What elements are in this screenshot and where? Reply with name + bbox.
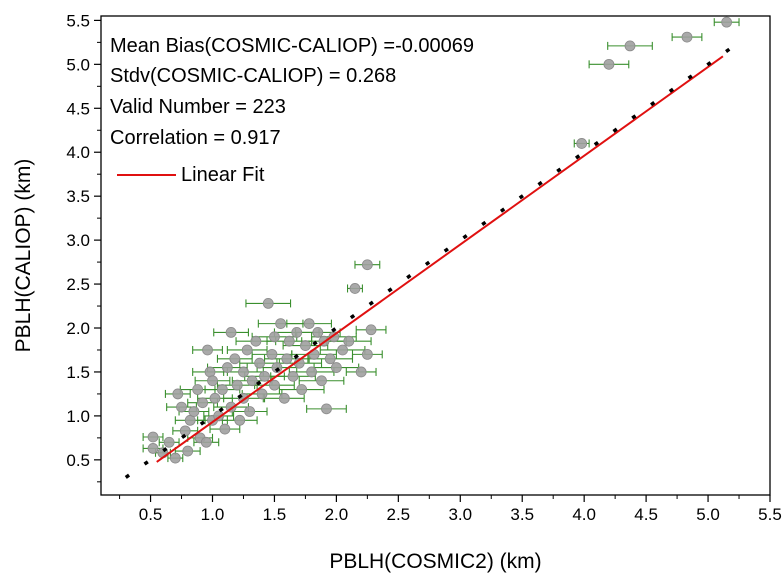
annotation-correlation: Correlation = 0.917 — [110, 127, 281, 149]
x-tick-label: 3.0 — [448, 505, 472, 524]
y-tick-label: 2.0 — [66, 319, 90, 338]
data-point — [321, 403, 332, 415]
data-point — [188, 406, 200, 417]
data-point — [179, 425, 191, 437]
x-tick-label: 0.5 — [139, 505, 163, 524]
data-point — [283, 335, 295, 347]
data-point — [221, 362, 233, 373]
y-tick-label: 1.0 — [66, 407, 90, 426]
y-tick-label: 1.5 — [66, 363, 90, 382]
data-point — [275, 318, 287, 330]
x-tick-label: 2.0 — [325, 505, 349, 524]
data-point — [681, 31, 693, 43]
data-point — [300, 340, 311, 351]
data-point — [234, 414, 246, 426]
x-tick-label: 3.5 — [510, 505, 534, 524]
data-point — [576, 138, 588, 149]
y-tick-label: 2.5 — [66, 275, 90, 294]
data-point — [316, 375, 327, 387]
y-tick-label: 3.0 — [66, 231, 90, 250]
x-tick-label: 1.5 — [263, 505, 287, 524]
data-point — [355, 366, 367, 378]
data-point — [172, 388, 184, 400]
data-point — [281, 353, 293, 365]
data-point — [287, 370, 299, 382]
data-point — [238, 366, 249, 378]
data-point — [209, 392, 221, 404]
data-point — [182, 445, 194, 457]
y-axis-ticks: 0.5 1.0 1.5 2.0 2.5 3.0 3.5 4.0 4.5 5.0 5.5 — [66, 11, 101, 483]
data-point — [266, 348, 278, 360]
data-point — [269, 331, 280, 343]
data-point — [361, 259, 373, 271]
data-point — [200, 436, 212, 448]
data-point — [296, 384, 308, 395]
data-point — [259, 370, 270, 382]
data-point — [147, 431, 159, 443]
data-point — [241, 344, 253, 356]
y-tick-label: 5.5 — [66, 11, 90, 30]
x-tick-label: 4.5 — [634, 505, 658, 524]
data-point — [229, 353, 241, 365]
data-point — [197, 397, 208, 409]
data-point — [365, 324, 377, 336]
data-point — [256, 388, 268, 400]
data-point — [250, 335, 262, 347]
data-point — [219, 423, 231, 435]
data-point — [343, 335, 355, 347]
y-axis-title: PBLH(CALIOP) (km) — [12, 159, 35, 353]
data-point — [254, 357, 265, 369]
annotation-mean-bias: Mean Bias(COSMIC-CALIOP) =-0.00069 — [110, 35, 474, 57]
data-point — [163, 436, 175, 448]
y-tick-label: 4.0 — [66, 143, 90, 162]
y-tick-label: 3.5 — [66, 187, 90, 206]
data-point — [217, 384, 228, 395]
x-tick-label: 5.0 — [696, 505, 720, 524]
data-point — [337, 344, 348, 356]
annotation-stdv: Stdv(COSMIC-CALIOP) = 0.268 — [110, 65, 396, 87]
data-point — [244, 406, 256, 417]
data-point — [306, 366, 318, 378]
data-point — [207, 375, 218, 387]
data-point — [603, 58, 615, 70]
x-tick-label: 1.0 — [201, 505, 225, 524]
data-point — [147, 443, 159, 454]
data-point — [624, 40, 636, 52]
data-point — [169, 452, 181, 464]
x-tick-label: 2.5 — [387, 505, 411, 524]
x-axis-title: PBLH(COSMIC2) (km) — [329, 550, 541, 573]
data-point — [291, 327, 303, 338]
fit-line-layer — [156, 55, 724, 463]
data-point — [192, 384, 204, 395]
y-tick-label: 5.0 — [66, 55, 90, 74]
data-point — [225, 327, 237, 338]
data-point — [262, 297, 274, 309]
data-point — [349, 283, 361, 294]
linear-fit-line — [156, 55, 724, 463]
data-point — [176, 401, 187, 413]
points-layer — [147, 16, 733, 464]
data-point — [246, 375, 258, 387]
y-tick-label: 0.5 — [66, 451, 90, 470]
data-point — [202, 344, 213, 356]
annotation-valid-number: Valid Number = 223 — [110, 96, 286, 118]
data-point — [721, 16, 733, 28]
data-point — [330, 362, 342, 373]
data-point — [269, 379, 280, 391]
data-point — [278, 392, 290, 404]
x-tick-label: 4.0 — [572, 505, 596, 524]
plot-frame — [100, 15, 771, 496]
data-point — [361, 348, 373, 360]
data-point — [303, 318, 315, 330]
x-tick-label: 5.5 — [758, 505, 782, 524]
legend-label: Linear Fit — [181, 164, 265, 186]
data-point — [312, 327, 324, 338]
x-axis-ticks: 0.5 1.0 1.5 2.0 2.5 3.0 3.5 4.0 4.5 5.0 5.5 — [119, 495, 782, 524]
data-point — [231, 379, 243, 391]
y-tick-label: 4.5 — [66, 99, 90, 118]
data-point — [324, 353, 336, 365]
